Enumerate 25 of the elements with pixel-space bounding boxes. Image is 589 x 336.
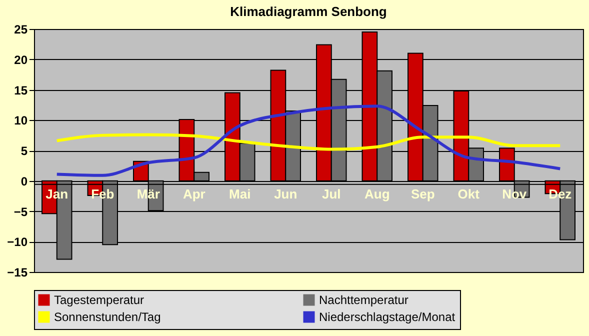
line-series (55, 133, 562, 151)
y-tick-label: 15 (14, 83, 28, 98)
y-tick-label: −15 (7, 266, 28, 280)
chart-title: Klimadiagramm Senbong (230, 4, 387, 19)
x-tick-label: Jul (322, 186, 341, 202)
y-tick-label: −10 (7, 235, 28, 250)
legend-label: Tagestemperatur (54, 293, 144, 307)
x-tick-label: Jun (274, 186, 298, 202)
y-tick-label: 10 (14, 114, 28, 128)
y-tick-label: 0 (20, 174, 28, 188)
x-tick-label: Sep (410, 186, 435, 202)
x-tick-label: Jan (46, 186, 68, 202)
x-tick-label: Aug (364, 186, 390, 202)
y-tick-label: 5 (20, 144, 28, 158)
x-tick-label: Apr (182, 186, 206, 202)
y-tick-label: 25 (14, 22, 28, 36)
y-tick-label: 20 (14, 52, 28, 67)
y-tick-label: −5 (14, 204, 28, 219)
legend-label: Nachttemperatur (319, 293, 408, 307)
x-tick-label: Mai (229, 186, 251, 202)
x-tick-label: Nov (502, 186, 528, 202)
x-tick-label: Okt (458, 186, 480, 202)
legend-label: Niederschlagstage/Monat (319, 310, 456, 324)
legend-label: Sonnenstunden/Tag (54, 310, 161, 324)
line-series (55, 104, 562, 177)
